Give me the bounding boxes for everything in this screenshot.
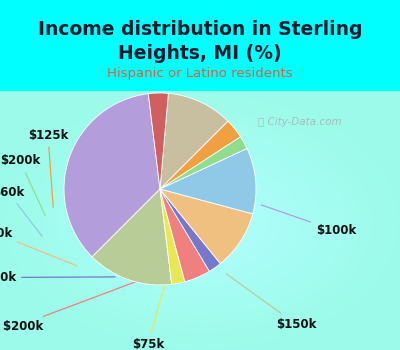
Wedge shape	[160, 93, 228, 189]
Wedge shape	[160, 148, 256, 214]
Text: $10k: $10k	[0, 271, 115, 284]
Wedge shape	[160, 189, 220, 271]
Text: $40k: $40k	[88, 100, 156, 190]
Text: ⓘ City-Data.com: ⓘ City-Data.com	[258, 117, 342, 127]
Wedge shape	[160, 121, 240, 189]
Text: $200k: $200k	[0, 154, 45, 216]
Wedge shape	[92, 189, 172, 285]
Wedge shape	[160, 189, 185, 284]
Text: $50k: $50k	[0, 227, 77, 266]
Text: > $200k: > $200k	[0, 281, 139, 333]
Text: $75k: $75k	[132, 283, 166, 350]
Wedge shape	[64, 94, 160, 257]
Text: $150k: $150k	[226, 274, 316, 331]
Text: $60k: $60k	[0, 186, 42, 236]
Wedge shape	[160, 189, 210, 282]
Wedge shape	[160, 137, 247, 189]
Text: $125k: $125k	[28, 128, 68, 207]
Text: Income distribution in Sterling
Heights, MI (%): Income distribution in Sterling Heights,…	[38, 20, 362, 63]
Wedge shape	[148, 93, 168, 189]
Text: $100k: $100k	[261, 205, 356, 237]
Text: Hispanic or Latino residents: Hispanic or Latino residents	[107, 67, 293, 80]
Wedge shape	[160, 189, 253, 264]
